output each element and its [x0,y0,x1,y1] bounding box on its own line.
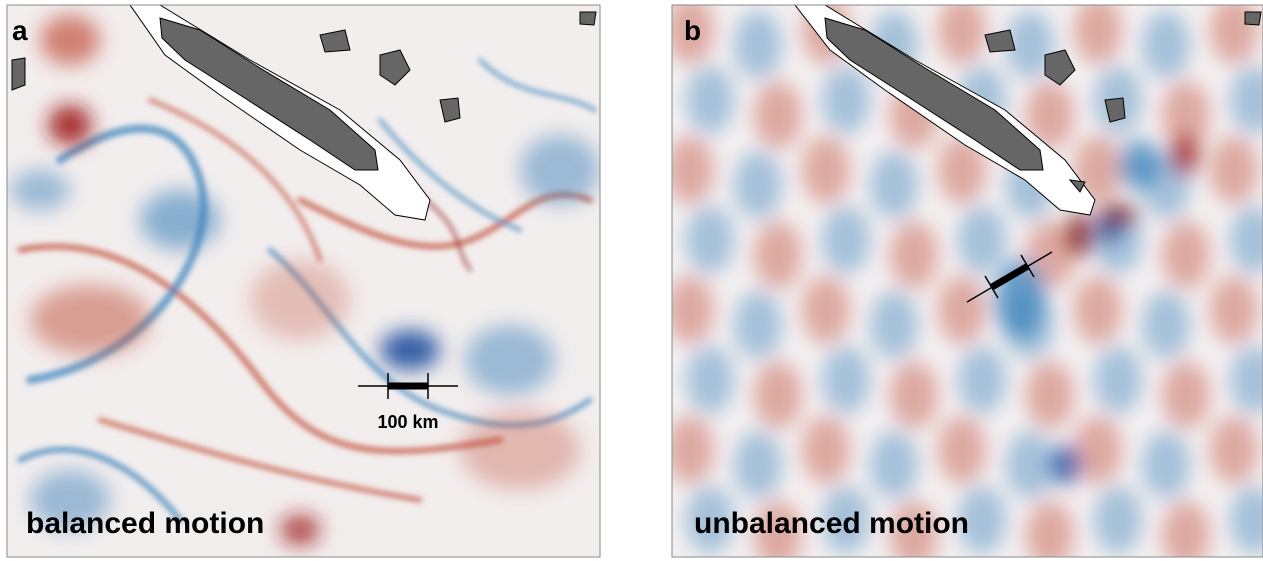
eddy [40,15,100,65]
panel-label: b [684,15,701,46]
panel-caption: balanced motion [26,507,264,540]
wave-crest [1074,416,1122,484]
wave-crest [734,431,782,499]
wave-crest [1094,346,1142,414]
wave-crest [754,221,802,289]
wave-crest [802,136,850,204]
eddy [48,105,92,145]
wave-crest [734,151,782,219]
wave-crest [1074,276,1122,344]
wave-crest [822,66,870,134]
wave-crest [958,206,1006,274]
wave-core [1171,135,1199,175]
eddy [10,170,70,210]
wave-crest [686,66,734,134]
wave-crest [734,291,782,359]
wave-crest [870,151,918,219]
panel-label: a [12,15,28,46]
wave-crest [890,361,938,429]
wave-crest [1142,431,1190,499]
wave-crest [734,11,782,79]
panel-a-field [7,5,600,557]
wave-crest [666,276,714,344]
wave-crest [870,291,918,359]
wave-crest [1142,11,1190,79]
panel-b-field [666,0,1263,561]
wave-crest [1006,431,1054,499]
eddy [140,190,220,250]
wave-crest [666,416,714,484]
eddy [30,285,150,355]
wave-crest [802,276,850,344]
wave-core [1120,140,1160,190]
wave-crest [890,221,938,289]
figure: 100 km a balanced motion b unbalanced mo… [0,0,1263,561]
wave-crest [802,416,850,484]
panel-caption: unbalanced motion [694,507,969,540]
wave-crest [1210,276,1258,344]
eddy [460,410,580,490]
wave-core [1066,213,1094,257]
wave-crest [958,346,1006,414]
eddy [465,325,555,395]
eddy [380,330,440,370]
eddy [250,260,350,340]
wave-crest [1162,221,1210,289]
wave-crest [686,206,734,274]
wave-crest [938,416,986,484]
scale-label: 100 km [377,412,438,432]
eddy [520,135,600,205]
wave-crest [666,136,714,204]
wave-crest [1142,291,1190,359]
wave-crest [754,361,802,429]
wave-core [1050,445,1080,485]
eddy [280,515,320,545]
wave-crest [1210,136,1258,204]
page: 100 km a balanced motion b unbalanced mo… [0,0,1263,561]
wave-crest [754,81,802,149]
wave-crest [938,276,986,344]
wave-crest [870,431,918,499]
wave-crest [1210,416,1258,484]
wave-core [1102,205,1138,225]
wave-crest [1162,361,1210,429]
wave-crest [1094,486,1142,554]
wave-crest [822,206,870,274]
wave-crest [822,346,870,414]
wave-crest [1026,361,1074,429]
wave-crest [686,346,734,414]
